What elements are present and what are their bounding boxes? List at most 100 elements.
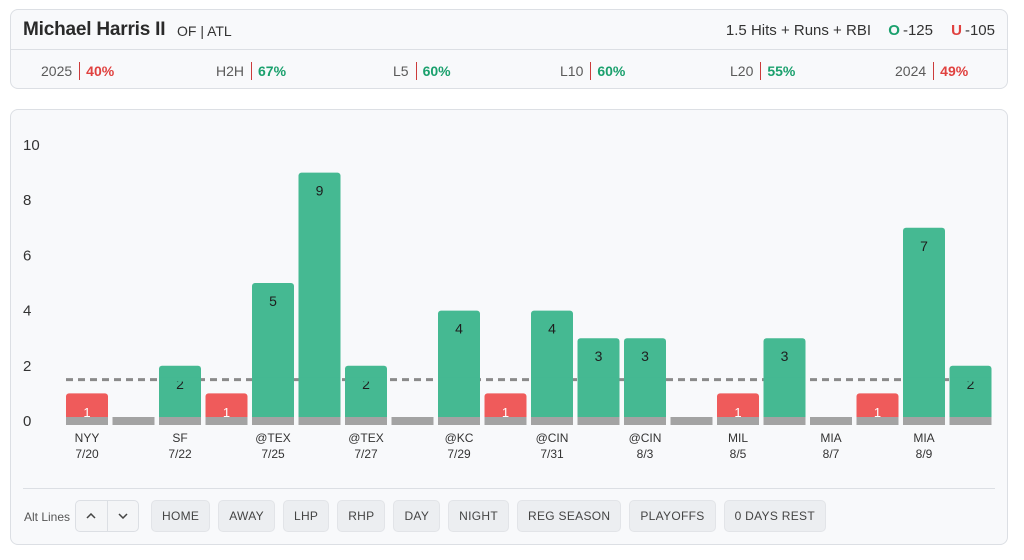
y-tick-label: 8 (23, 192, 31, 209)
over-odds[interactable]: O -125 (888, 22, 933, 39)
bar-value-label: 7 (920, 238, 928, 254)
bar-base (531, 417, 573, 425)
filter-day[interactable]: DAY (393, 500, 441, 532)
bar-base (763, 417, 806, 425)
x-tick-date: 8/9 (916, 447, 933, 461)
alt-lines-label: Alt Lines (24, 510, 71, 524)
filter-0-days-rest[interactable]: 0 DAYS REST (723, 500, 826, 532)
bar-value-label: 1 (223, 405, 230, 420)
filter-lhp[interactable]: LHP (282, 500, 330, 532)
under-odds-value: -105 (964, 22, 995, 39)
y-tick-label: 10 (23, 137, 40, 154)
bar-base (717, 417, 759, 425)
bar (345, 365, 387, 421)
bar-value-label: 2 (362, 376, 370, 392)
bar-value-label: 4 (548, 321, 556, 337)
over-tag: O (888, 22, 900, 39)
bar (298, 172, 341, 421)
x-tick-date: 7/25 (261, 447, 285, 461)
y-tick-label: 6 (23, 247, 31, 264)
stat-label: L20 (730, 63, 754, 79)
x-tick-date: 7/22 (168, 447, 192, 461)
stat-l5[interactable]: L5 60% (393, 62, 451, 80)
x-tick-date: 7/27 (354, 447, 378, 461)
bar-value-label: 2 (967, 376, 975, 392)
filter-home[interactable]: HOME (151, 500, 211, 532)
stat-label: 2024 (895, 63, 927, 79)
stat-value: 60% (597, 63, 626, 79)
stat-season-2025[interactable]: 2025 40% (41, 62, 114, 80)
bar (252, 283, 294, 421)
x-tick-opponent: @CIN (536, 431, 569, 445)
x-tick-opponent: MIA (820, 431, 841, 445)
y-tick-label: 4 (23, 303, 31, 320)
bar (903, 227, 945, 421)
bar (856, 393, 899, 421)
bar-overlap (345, 377, 387, 382)
bar-overlap (624, 377, 666, 382)
bar-base (903, 417, 945, 425)
alt-line-down-button[interactable] (106, 501, 139, 531)
stat-value: 40% (86, 63, 115, 79)
x-tick-opponent: @KC (445, 431, 474, 445)
under-odds[interactable]: U -105 (951, 22, 995, 39)
bar-overlap (949, 377, 992, 382)
filter-rhp[interactable]: RHP (337, 500, 386, 532)
filter-reg-season[interactable]: REG SEASON (517, 500, 622, 532)
x-tick-opponent: MIA (913, 431, 934, 445)
bar-overlap (903, 377, 945, 382)
stat-label: 2025 (41, 63, 73, 79)
stat-value: 60% (422, 63, 451, 79)
bar-overlap (438, 377, 480, 382)
x-tick-opponent: @TEX (255, 431, 291, 445)
x-tick-date: 7/31 (540, 447, 564, 461)
bar-base (484, 417, 527, 425)
bar (438, 310, 480, 421)
alt-line-up-button[interactable] (76, 501, 107, 531)
bar-base (112, 417, 155, 425)
stat-l10[interactable]: L10 60% (560, 62, 625, 80)
x-tick-date: 8/5 (730, 447, 747, 461)
filter-playoffs[interactable]: PLAYOFFS (629, 500, 716, 532)
split-filters: HOME AWAY LHP RHP DAY NIGHT REG SEASON PLAYOFFS… (151, 500, 826, 532)
player-name: Michael Harris II (23, 19, 166, 40)
filter-night[interactable]: NIGHT (448, 500, 509, 532)
prop-line: 1.5 Hits + Runs + RBI (725, 22, 871, 39)
stat-season-2024[interactable]: 2024 49% (895, 62, 968, 80)
bar-value-label: 3 (781, 348, 789, 364)
bar-base (949, 417, 992, 425)
x-tick-date: 7/20 (75, 447, 99, 461)
bar-overlap (531, 377, 573, 382)
x-tick-date: 8/7 (823, 447, 840, 461)
stat-label: H2H (216, 63, 245, 79)
bar-value-label: 1 (83, 405, 90, 420)
bar-value-label: 3 (595, 348, 603, 364)
filter-away[interactable]: AWAY (218, 500, 275, 532)
bar (484, 393, 527, 421)
over-odds-value: -125 (902, 22, 933, 39)
stat-value: 55% (767, 63, 796, 79)
bar-base (856, 417, 899, 425)
bar-base (810, 417, 852, 425)
x-tick-date: 7/29 (447, 447, 471, 461)
stat-l20[interactable]: L20 55% (730, 62, 795, 80)
stat-h2h[interactable]: H2H 67% (216, 62, 286, 80)
bar-overlap (159, 377, 201, 382)
bar-base (205, 417, 248, 425)
chevron-up-icon (86, 513, 96, 519)
bar-base (252, 417, 294, 425)
bar-overlap (577, 377, 620, 382)
bar-base (577, 417, 620, 425)
alt-lines-stepper (75, 500, 139, 532)
bar-value-label: 3 (641, 348, 649, 364)
bar (717, 393, 759, 421)
player-meta: OF | ATL (177, 23, 232, 39)
bar-base (391, 417, 434, 425)
y-tick-label: 2 (23, 358, 31, 375)
bar-value-label: 9 (316, 183, 324, 199)
bar-base (670, 417, 713, 425)
bar-overlap (252, 377, 294, 382)
player-header-card: Michael Harris II OF | ATL 1.5 Hits + Ru… (10, 9, 1008, 89)
bar-value-label: 5 (269, 293, 277, 309)
